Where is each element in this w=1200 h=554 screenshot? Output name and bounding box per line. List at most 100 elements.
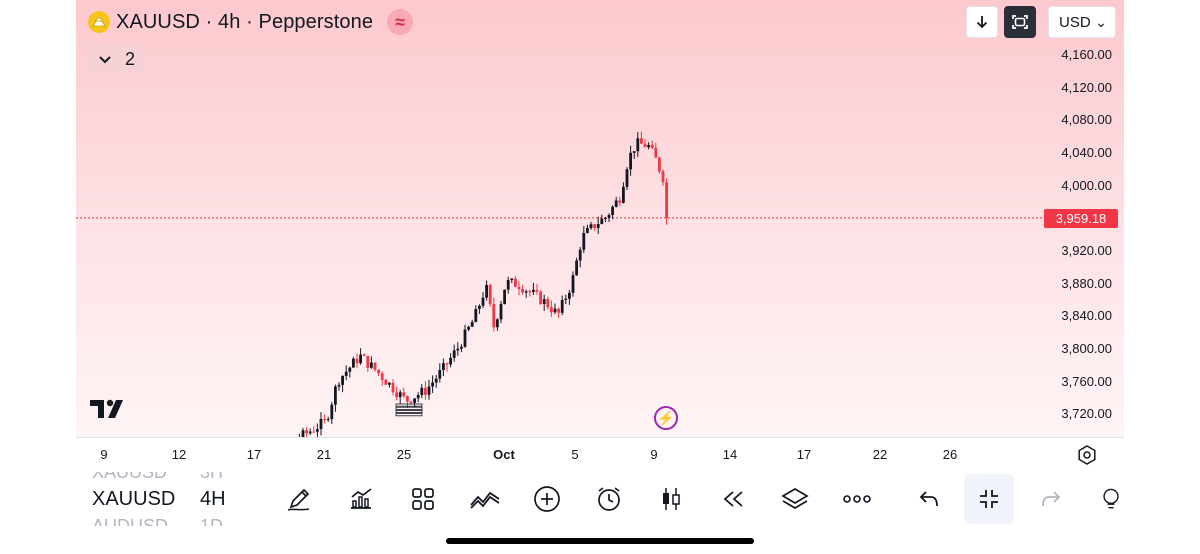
candle-body: [326, 419, 330, 421]
candle-body: [445, 363, 449, 365]
candle-body: [362, 354, 366, 356]
replay-button[interactable]: [708, 474, 758, 524]
candle-body: [532, 289, 535, 292]
price-label: 4,000.00: [1061, 178, 1112, 193]
gold-symbol-icon: [88, 11, 110, 33]
candlestick-chart[interactable]: [76, 0, 1048, 437]
candle-body: [344, 371, 348, 376]
candle-body: [578, 249, 582, 261]
chevron-down-icon: [99, 56, 111, 64]
candles-icon: [663, 488, 680, 510]
candle-body: [355, 358, 359, 364]
candle-body: [658, 157, 661, 172]
time-label: 9: [100, 447, 108, 462]
time-axis[interactable]: 9 12 17 21 25 Oct 5 9 14 17 22 26: [76, 437, 1124, 471]
candle-body: [460, 346, 463, 349]
time-label: 12: [171, 447, 187, 462]
candle-body: [586, 228, 589, 233]
alert-button[interactable]: [584, 474, 634, 524]
next-resolution: 1D: [200, 516, 224, 526]
currency-value: USD: [1059, 13, 1091, 31]
symbol-legend[interactable]: XAUUSD · 4h · Pepperstone ≈: [88, 8, 414, 36]
time-label: 17: [246, 447, 262, 462]
layers-button[interactable]: [770, 474, 820, 524]
wave-badge-icon[interactable]: ≈: [387, 9, 414, 35]
price-label: 3,880.00: [1061, 276, 1112, 291]
candle-body: [510, 278, 514, 280]
currency-select[interactable]: USD ⌄: [1048, 6, 1116, 38]
candle-body: [416, 394, 420, 399]
candle-body: [337, 384, 341, 387]
candle-body: [470, 322, 474, 327]
replay-icon: [723, 491, 743, 507]
candle-body: [553, 308, 557, 313]
candle-body: [604, 217, 607, 219]
candle-body: [420, 387, 424, 395]
draw-button[interactable]: [274, 474, 324, 524]
candle-body: [402, 392, 406, 397]
candle-body: [330, 404, 334, 420]
redo-button[interactable]: [1026, 474, 1076, 524]
layers-icon: [781, 488, 809, 509]
redo-icon: [1042, 491, 1061, 507]
candle-body: [643, 143, 647, 148]
alert-icon: [598, 487, 620, 511]
ideas-button[interactable]: [1098, 474, 1124, 524]
scroll-to-latest-button[interactable]: [966, 6, 998, 38]
candle-body: [424, 387, 427, 395]
tradingview-logo-icon: [90, 399, 123, 418]
candle-body: [647, 144, 650, 148]
indicators-button[interactable]: [460, 474, 510, 524]
widgets-button[interactable]: [398, 474, 448, 524]
last-price-label: 3,959.18: [1044, 209, 1118, 228]
chart-pane[interactable]: XAUUSD · 4h · Pepperstone ≈ 2 USD ⌄ 4,16…: [76, 0, 1124, 437]
candle-body: [607, 214, 611, 218]
add-icon: [534, 486, 560, 512]
candle-body: [575, 260, 578, 276]
price-label: 3,760.00: [1061, 374, 1112, 389]
candle-body: [492, 304, 496, 328]
ideas-icon: [1103, 488, 1119, 509]
candle-body: [614, 200, 618, 207]
candle-body: [629, 152, 632, 170]
symbol-picker[interactable]: XAUUSD 3H XAUUSD 4H AUDUSD 1D: [76, 472, 246, 526]
home-indicator[interactable]: [446, 538, 754, 544]
candle-body: [395, 392, 398, 398]
candle-body: [514, 278, 517, 287]
time-label: 25: [396, 447, 412, 462]
symbol-title: XAUUSD · 4h · Pepperstone: [116, 10, 374, 33]
arrow-down-icon: [976, 16, 988, 29]
chart-type-button[interactable]: [336, 474, 386, 524]
exit-fullscreen-button[interactable]: [964, 474, 1014, 524]
current-resolution: 4H: [200, 488, 226, 510]
candle-body: [568, 292, 571, 299]
add-button[interactable]: [522, 474, 572, 524]
candle-body: [301, 430, 305, 437]
prev-resolution: 3H: [200, 472, 224, 482]
bottom-toolbar: XAUUSD 3H XAUUSD 4H AUDUSD 1D: [76, 472, 1124, 526]
candle-body: [517, 286, 521, 290]
event-marker: [395, 403, 423, 407]
undo-button[interactable]: [904, 474, 954, 524]
candle-body: [485, 284, 488, 298]
candle-body: [370, 362, 373, 368]
more-button[interactable]: [832, 474, 882, 524]
candles-button[interactable]: [646, 474, 696, 524]
frame-icon: [1012, 15, 1028, 29]
undo-icon: [919, 491, 938, 507]
indicators-collapse-button[interactable]: 2: [88, 44, 144, 74]
indicators-icon: [470, 491, 500, 509]
price-label: 4,040.00: [1061, 145, 1112, 160]
candle-body: [431, 382, 434, 387]
candle-body: [341, 375, 344, 385]
candle-body: [391, 382, 395, 393]
lightning-event-icon[interactable]: ⚡: [654, 406, 678, 430]
fullscreen-toggle-button[interactable]: [1004, 6, 1036, 38]
settings-icon[interactable]: [1076, 444, 1098, 466]
candle-body: [564, 298, 568, 301]
candle-body: [560, 300, 564, 313]
candle-body: [366, 355, 370, 368]
candle-body: [546, 299, 550, 308]
candle-body: [557, 308, 560, 313]
candle-body: [380, 373, 384, 380]
